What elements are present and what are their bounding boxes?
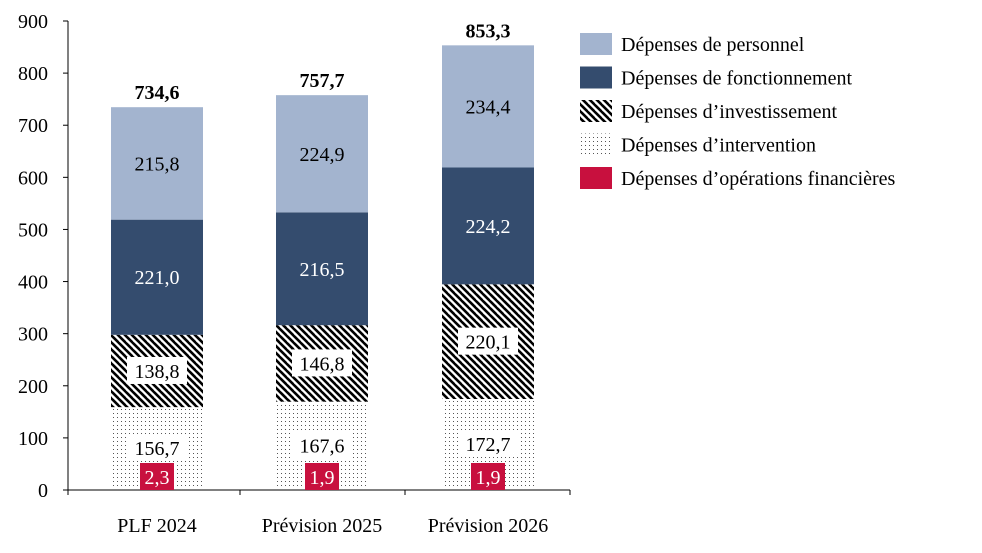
data-label: 146,8 — [300, 353, 345, 375]
axes: 0 100 200 300 400 500 600 700 800 900 PLF 2024 Prév… — [18, 11, 571, 537]
legend-label: Dépenses d’intervention — [621, 135, 816, 157]
data-label: 2,3 — [145, 467, 170, 489]
total-label: 734,6 — [135, 82, 180, 104]
legend-swatch — [580, 100, 612, 122]
legend-swatch — [580, 167, 612, 189]
data-label: 172,7 — [466, 434, 511, 456]
data-label: 1,9 — [310, 467, 335, 489]
data-labels: 2,3 156,7 138,8 221,0 215,8 734,6 1,9 167,6 146,… — [127, 20, 518, 490]
data-label-background — [127, 356, 187, 384]
bar-segment — [305, 463, 339, 490]
legend-swatch — [580, 133, 612, 156]
bar-segment — [111, 107, 203, 220]
data-label-background — [458, 327, 518, 355]
legend-swatch — [580, 33, 612, 55]
y-tick-label: 600 — [18, 167, 48, 189]
legend: Dépenses de personnel Dépenses de fonctio… — [580, 33, 896, 190]
y-tick-label: 200 — [18, 376, 48, 398]
data-label-background — [127, 433, 187, 461]
legend-label: Dépenses d’opérations financières — [621, 168, 896, 190]
data-label: 216,5 — [300, 259, 345, 281]
y-tick-label: 700 — [18, 115, 48, 137]
bar-segment — [442, 45, 534, 168]
data-label: 167,6 — [300, 435, 345, 457]
legend-label: Dépenses de personnel — [621, 34, 805, 56]
bar-segment — [442, 167, 534, 285]
x-tick-label: Prévision 2025 — [262, 515, 383, 537]
y-tick-label: 900 — [18, 11, 48, 33]
y-tick-label: 800 — [18, 63, 48, 85]
bar-segment — [471, 463, 505, 490]
bar-segment — [111, 219, 203, 335]
legend-label: Dépenses d’investissement — [621, 101, 838, 123]
y-tick-label: 0 — [38, 480, 48, 502]
y-tick-label: 400 — [18, 272, 48, 294]
data-label: 221,0 — [135, 267, 180, 289]
data-label: 224,9 — [300, 144, 345, 166]
x-tick-label: PLF 2024 — [117, 515, 196, 537]
bar-segment — [276, 212, 368, 326]
total-label: 757,7 — [300, 70, 345, 92]
y-tick-label: 300 — [18, 324, 48, 346]
data-label: 156,7 — [135, 438, 180, 460]
data-label-background — [292, 431, 352, 459]
data-label: 224,2 — [466, 216, 511, 238]
x-tick-label: Prévision 2026 — [428, 515, 549, 537]
y-tick-label: 100 — [18, 428, 48, 450]
bar-segment — [140, 463, 174, 490]
data-label-background — [458, 430, 518, 458]
data-label-background — [292, 349, 352, 377]
legend-swatch — [580, 66, 612, 89]
bar-segment — [276, 95, 368, 213]
data-label: 220,1 — [466, 332, 511, 354]
y-tick-label: 500 — [18, 219, 48, 241]
data-label: 215,8 — [135, 153, 180, 175]
data-label: 1,9 — [476, 467, 501, 489]
total-label: 853,3 — [466, 20, 511, 42]
data-label: 234,4 — [466, 96, 511, 118]
legend-label: Dépenses de fonctionnement — [621, 68, 852, 90]
data-label: 138,8 — [135, 361, 180, 383]
